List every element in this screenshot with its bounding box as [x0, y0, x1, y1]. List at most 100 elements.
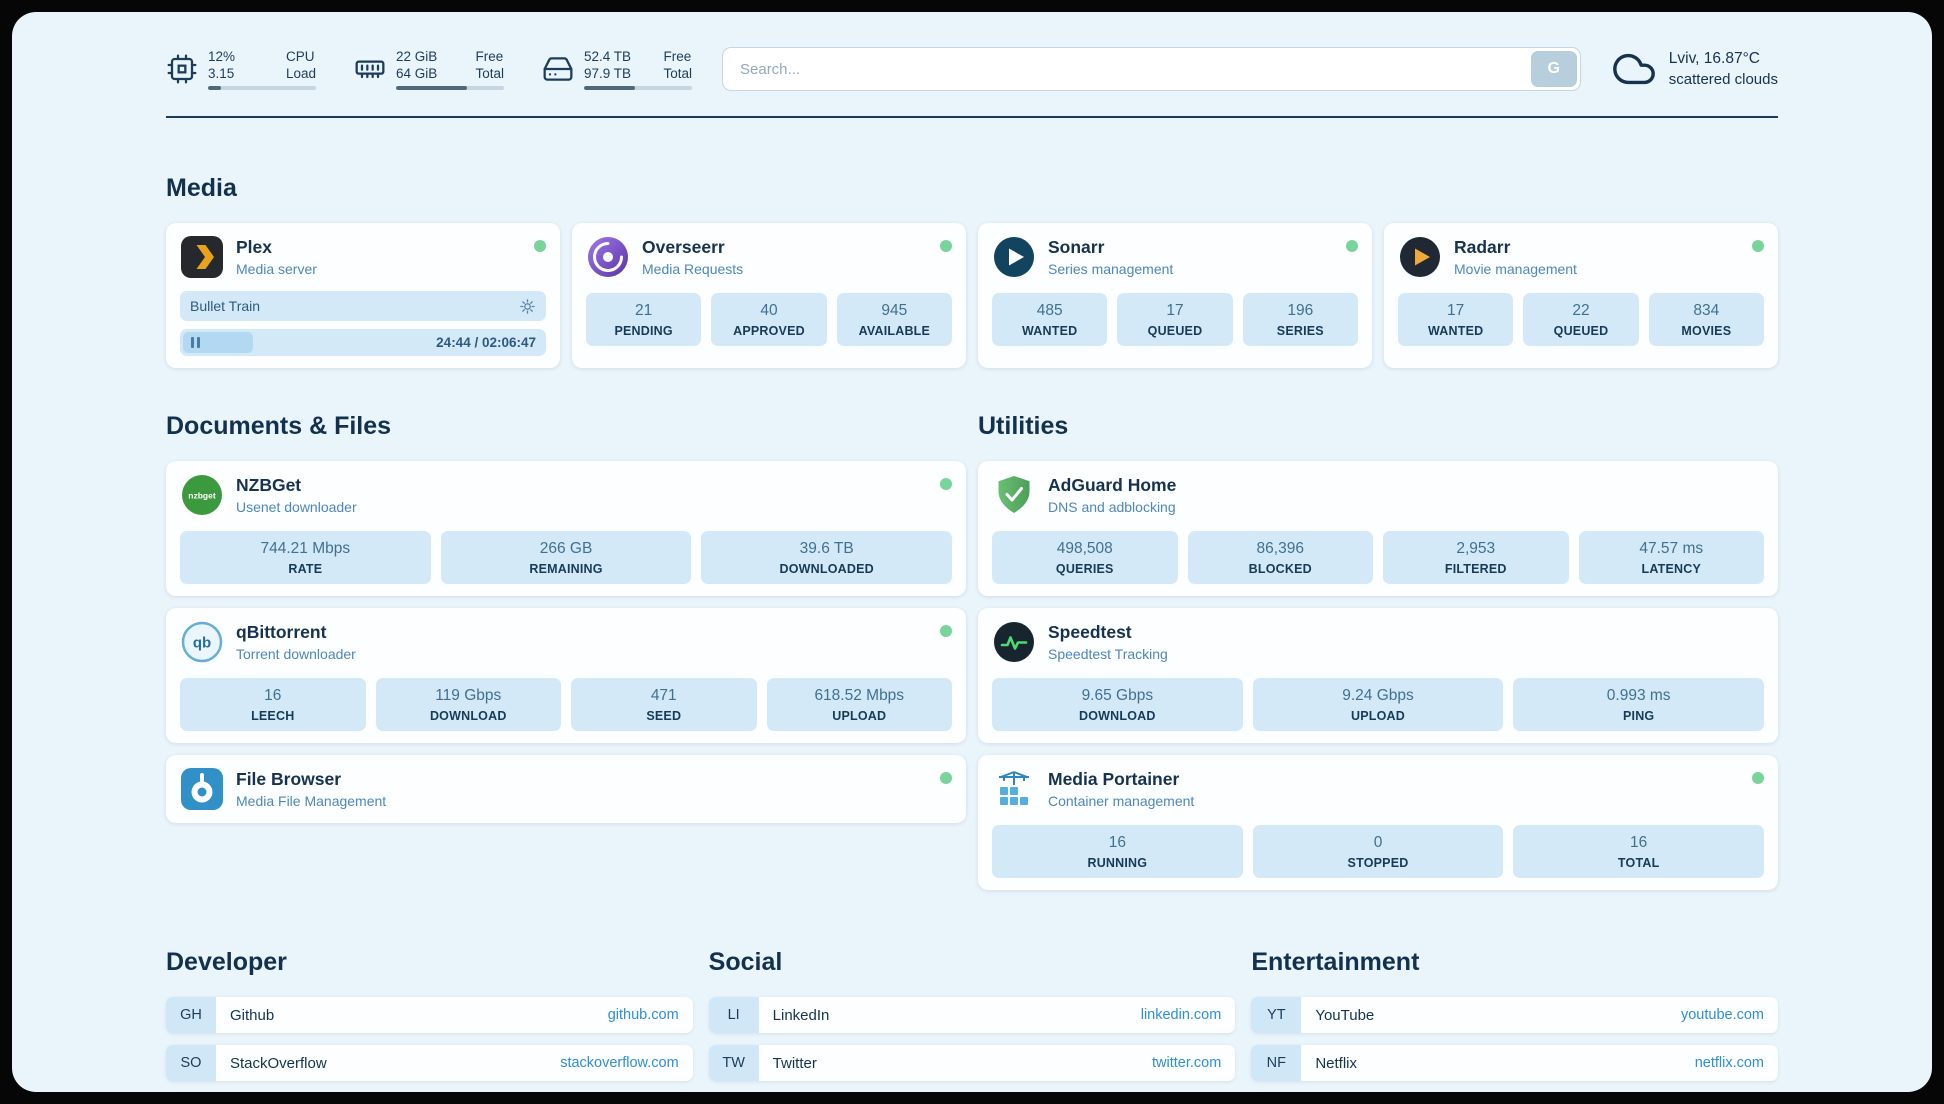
service-subtitle: Media server	[236, 261, 317, 277]
disk-widget: 52.4 TB Free 97.9 TB Total	[542, 49, 692, 90]
stat-value: 9.24 Gbps	[1342, 687, 1414, 704]
stat-label: APPROVED	[733, 324, 805, 338]
bookmark-name: Twitter	[772, 1054, 817, 1072]
stat-value: 744.21 Mbps	[260, 540, 351, 557]
stat-label: REMAINING	[529, 562, 603, 576]
stat-downloaded: 39.6 TB DOWNLOADED	[701, 531, 953, 584]
plex-progress-fill	[183, 332, 253, 353]
service-card-plex[interactable]: Plex Media server Bullet Train	[166, 223, 560, 368]
weather-condition: scattered clouds	[1668, 71, 1778, 88]
bookmark-url: youtube.com	[1680, 1007, 1764, 1023]
stat-label: UPLOAD	[1351, 709, 1405, 723]
service-card-portainer[interactable]: Media Portainer Container management 16 …	[978, 755, 1778, 890]
section-title-utilities: Utilities	[978, 412, 1069, 440]
service-card-sonarr[interactable]: Sonarr Series management 485 WANTED 17 Q…	[978, 223, 1372, 368]
section-documents: Documents & Files nzbget NZBGet Usenet d…	[166, 412, 966, 890]
stat-total: 16 TOTAL	[1513, 825, 1765, 878]
bookmark-url: github.com	[607, 1007, 679, 1023]
cpu-usage-label: CPU	[285, 48, 315, 64]
service-subtitle: Torrent downloader	[236, 646, 356, 662]
disk-free-label: Free	[663, 48, 692, 64]
filebrowser-icon	[180, 767, 224, 811]
section-utilities: Utilities	[978, 412, 1778, 890]
section-media: Media Plex Media server	[166, 174, 1778, 368]
service-name: qBittorrent	[236, 622, 327, 642]
memory-icon	[354, 53, 386, 85]
stat-running: 16 RUNNING	[992, 825, 1243, 878]
bookmark-stackoverflow[interactable]: SO StackOverflow stackoverflow.com	[166, 1045, 693, 1081]
service-card-overseerr[interactable]: Overseerr Media Requests 21 PENDING 40 A…	[572, 223, 966, 368]
stat-label: FILTERED	[1444, 562, 1507, 576]
memory-total-label: Total	[475, 65, 504, 81]
stat-value: 485	[1036, 302, 1063, 319]
cpu-usage-value: 12%	[208, 48, 236, 64]
bookmark-twitter[interactable]: TW Twitter twitter.com	[708, 1045, 1236, 1081]
weather-widget: Lviv, 16.87°C scattered clouds	[1611, 46, 1778, 92]
memory-free-label: Free	[475, 48, 504, 64]
bookmark-youtube[interactable]: YT YouTube youtube.com	[1251, 997, 1778, 1033]
stat-leech: 16 LEECH	[180, 678, 366, 731]
section-title-documents: Documents & Files	[166, 412, 392, 440]
section-title-entertainment: Entertainment	[1251, 948, 1420, 976]
service-card-speedtest[interactable]: Speedtest Speedtest Tracking 9.65 Gbps D…	[978, 608, 1778, 743]
stat-label: PING	[1622, 709, 1655, 723]
service-subtitle: Series management	[1048, 261, 1174, 277]
section-title-media: Media	[166, 174, 237, 202]
stat-label: DOWNLOADED	[779, 562, 874, 576]
disk-total-label: Total	[663, 65, 692, 81]
stat-blocked: 86,396 BLOCKED	[1187, 531, 1373, 584]
stat-value: 0	[1373, 834, 1383, 851]
stat-label: STOPPED	[1347, 856, 1409, 870]
stat-queries: 498,508 QUERIES	[992, 531, 1178, 584]
stat-label: LATENCY	[1641, 562, 1701, 576]
stat-label: DOWNLOAD	[429, 709, 507, 723]
service-card-radarr[interactable]: Radarr Movie management 17 WANTED 22 QUE…	[1384, 223, 1778, 368]
memory-total-value: 64 GiB	[396, 65, 438, 81]
service-card-qbittorrent[interactable]: qb qBittorrent Torrent downloader 16	[166, 608, 966, 743]
stat-value: 119 Gbps	[435, 687, 502, 704]
status-dot	[940, 625, 952, 637]
search-engine-button[interactable]: G	[1530, 51, 1577, 87]
service-name: Radarr	[1454, 237, 1511, 257]
bookmark-abbr: YT	[1251, 997, 1302, 1033]
memory-usage-bar	[396, 85, 504, 90]
bookmark-linkedin[interactable]: LI LinkedIn linkedin.com	[708, 997, 1236, 1033]
radarr-icon	[1398, 235, 1442, 279]
service-subtitle: DNS and adblocking	[1048, 499, 1176, 515]
bookmark-name: Github	[230, 1006, 275, 1024]
plex-playback-time: 24:44 / 02:06:47	[436, 335, 536, 350]
stat-series: 196 SERIES	[1242, 293, 1358, 346]
portainer-icon	[992, 767, 1036, 811]
bookmark-netflix[interactable]: NF Netflix netflix.com	[1251, 1045, 1778, 1081]
service-name: Sonarr	[1048, 237, 1105, 257]
service-card-adguard[interactable]: AdGuard Home DNS and adblocking 498,508 …	[978, 461, 1778, 596]
stat-label: WANTED	[1021, 324, 1078, 338]
section-social: Social LI LinkedIn linkedin.com TW Twitt…	[708, 948, 1236, 1092]
gear-icon[interactable]	[519, 298, 536, 315]
stat-label: PENDING	[614, 324, 673, 338]
service-name: File Browser	[236, 769, 342, 789]
plex-progress-bar: 24:44 / 02:06:47	[180, 329, 546, 356]
adguard-icon	[992, 473, 1036, 517]
service-card-filebrowser[interactable]: File Browser Media File Management	[166, 755, 966, 823]
stat-label: LEECH	[251, 709, 295, 723]
bookmark-github[interactable]: GH Github github.com	[166, 997, 693, 1033]
stat-value: 16	[1108, 834, 1126, 851]
stat-value: 0.993 ms	[1606, 687, 1671, 704]
stat-label: RUNNING	[1087, 856, 1148, 870]
bookmark-url: netflix.com	[1694, 1055, 1764, 1071]
stat-value: 22	[1572, 302, 1590, 319]
bookmark-name: StackOverflow	[230, 1054, 327, 1072]
stat-value: 39.6 TB	[799, 540, 854, 557]
bookmark-url: twitter.com	[1152, 1055, 1222, 1071]
service-card-nzbget[interactable]: nzbget NZBGet Usenet downloader 744.21 M…	[166, 461, 966, 596]
pause-icon	[191, 337, 200, 348]
disk-usage-bar	[584, 85, 692, 90]
search-input[interactable]	[726, 51, 1531, 87]
stat-upload: 618.52 Mbps UPLOAD	[766, 678, 952, 731]
service-subtitle: Container management	[1048, 793, 1195, 809]
stat-value: 40	[760, 302, 778, 319]
status-dot	[1752, 772, 1764, 784]
stat-value: 618.52 Mbps	[814, 687, 905, 704]
status-dot	[940, 772, 952, 784]
